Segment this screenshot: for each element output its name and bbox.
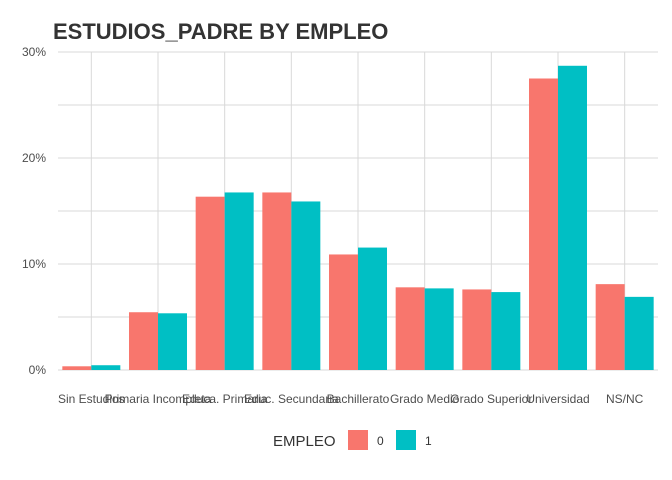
x-tick-label: Grado Medio — [390, 392, 460, 406]
bar-1-8 — [624, 296, 654, 370]
legend-label-0: 0 — [377, 434, 384, 448]
legend-key-1 — [396, 430, 416, 450]
x-tick-label: Universidad — [526, 392, 589, 406]
legend-title: EMPLEO — [273, 433, 336, 450]
y-axis-ticks: 0% 10% 20% 30% — [22, 45, 46, 377]
bar-0-2 — [195, 196, 225, 370]
x-tick-label: Educa. Primaria — [182, 392, 268, 406]
bar-0-6 — [462, 289, 492, 370]
legend-key-0 — [348, 430, 368, 450]
bar-0-0 — [62, 366, 92, 370]
x-tick-label: Sin Estudios — [58, 392, 125, 406]
x-tick-label: Educ. Secundaria — [244, 392, 339, 406]
y-tick-label: 10% — [22, 257, 46, 271]
x-tick-label: Grado Superior — [450, 392, 532, 406]
bar-1-6 — [491, 292, 521, 370]
bar-0-1 — [129, 312, 158, 370]
y-tick-label: 0% — [29, 363, 47, 377]
bar-0-4 — [329, 254, 358, 370]
chart-title: ESTUDIOS_PADRE BY EMPLEO — [53, 19, 388, 44]
bar-1-2 — [224, 192, 254, 370]
x-tick-label: Bachillerato — [327, 392, 390, 406]
bar-0-7 — [529, 78, 558, 370]
bar-1-1 — [158, 313, 187, 370]
x-tick-label: NS/NC — [606, 392, 644, 406]
x-tick-label: Primaria Incompleta — [105, 392, 212, 406]
legend: EMPLEO 0 1 — [273, 430, 432, 450]
bar-1-7 — [558, 65, 587, 370]
bar-1-0 — [91, 365, 121, 370]
y-tick-label: 20% — [22, 151, 46, 165]
bar-0-8 — [595, 284, 625, 370]
legend-label-1: 1 — [425, 434, 432, 448]
bar-1-4 — [358, 247, 387, 370]
bar-1-5 — [424, 288, 454, 370]
bar-0-5 — [395, 287, 425, 370]
bar-1-3 — [291, 201, 321, 370]
bars — [62, 65, 654, 370]
y-tick-label: 30% — [22, 45, 46, 59]
bar-0-3 — [262, 192, 292, 370]
